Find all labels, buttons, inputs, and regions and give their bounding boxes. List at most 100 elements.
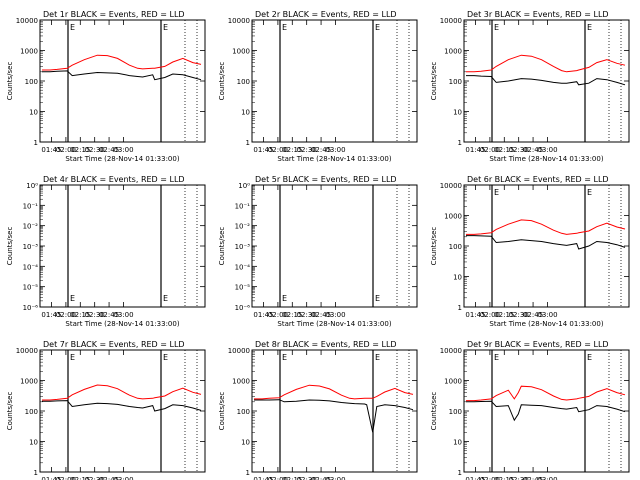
series-black-line	[42, 400, 202, 412]
series-red-line	[466, 219, 626, 235]
series-black-line	[466, 235, 626, 250]
x-tick-label: 03:00	[537, 476, 557, 480]
plot-frame	[463, 184, 630, 308]
series-black-line	[254, 399, 414, 433]
x-tick-label: 02:30	[509, 146, 529, 154]
y-tick-label: 1000	[20, 48, 38, 56]
event-marker-label: E	[282, 294, 287, 303]
series-red-line	[254, 384, 414, 400]
y-tick-label: 100	[449, 78, 462, 86]
y-tick-label: 10⁻⁴	[235, 263, 251, 271]
x-tick-label: 02:45	[523, 146, 543, 154]
y-tick-label: 1	[34, 139, 38, 147]
x-tick-label: 01:45	[253, 311, 273, 319]
event-marker-label: E	[494, 188, 499, 197]
y-tick-label: 10000	[440, 347, 462, 355]
plot-frame	[251, 184, 418, 308]
y-tick-label: 10	[241, 439, 250, 447]
y-tick-label: 100	[449, 243, 462, 251]
y-tick-label: 1	[458, 139, 462, 147]
x-tick-label: 02:15	[282, 476, 302, 480]
y-tick-label: 10	[29, 109, 38, 117]
y-tick-label: 100	[237, 78, 250, 86]
event-marker-label: E	[587, 23, 592, 32]
panel-title: Det 3r BLACK = Events, RED = LLD	[467, 10, 609, 19]
x-axis-label: Start Time (28-Nov-14 01:33:00)	[65, 155, 179, 163]
y-tick-label: 10	[453, 439, 462, 447]
x-tick-label: 01:45	[465, 476, 485, 480]
x-tick-label: 02:15	[494, 146, 514, 154]
x-tick-label: 02:00	[268, 146, 288, 154]
y-tick-label: 10⁻⁵	[23, 284, 39, 292]
panel-det-8r: Det 8r BLACK = Events, RED = LLD 1 10 100 10…	[218, 340, 418, 480]
event-marker-label: E	[163, 294, 168, 303]
event-marker-label: E	[587, 353, 592, 362]
x-tick-label: 02:00	[480, 476, 500, 480]
y-tick-label: 1	[458, 304, 462, 312]
y-axis-label: Counts/sec	[218, 227, 226, 266]
x-tick-label: 01:45	[41, 476, 61, 480]
y-tick-label: 10000	[440, 182, 462, 190]
plot-frame	[39, 19, 206, 143]
series-red-line	[466, 54, 626, 73]
event-marker-label: E	[70, 23, 75, 32]
y-tick-label: 10⁰	[238, 182, 250, 190]
plot-frame	[251, 19, 418, 143]
y-tick-label: 10⁰	[26, 182, 38, 190]
y-tick-label: 10000	[228, 347, 250, 355]
x-tick-label: 02:30	[85, 146, 105, 154]
event-marker-label: E	[70, 294, 75, 303]
event-marker-label: E	[282, 23, 287, 32]
panel-title: Det 5r BLACK = Events, RED = LLD	[255, 175, 397, 184]
event-marker-label: E	[282, 353, 287, 362]
series-black-line	[466, 400, 626, 422]
panel-title: Det 7r BLACK = Events, RED = LLD	[43, 340, 185, 349]
x-tick-label: 02:45	[99, 476, 119, 480]
y-axis-label: Counts/sec	[430, 392, 438, 431]
y-axis-label: Counts/sec	[430, 227, 438, 266]
y-tick-label: 10⁻⁵	[235, 284, 251, 292]
y-tick-label: 10⁻³	[235, 243, 251, 251]
event-marker-label: E	[70, 353, 75, 362]
y-tick-label: 10⁻¹	[235, 202, 251, 210]
y-tick-label: 1	[458, 469, 462, 477]
x-tick-label: 02:15	[70, 476, 90, 480]
y-tick-label: 10	[241, 109, 250, 117]
x-axis-label: Start Time (28-Nov-14 01:33:00)	[277, 155, 391, 163]
x-tick-label: 02:00	[268, 311, 288, 319]
x-tick-label: 02:45	[99, 146, 119, 154]
x-tick-label: 02:15	[70, 311, 90, 319]
y-tick-label: 10	[29, 439, 38, 447]
x-tick-label: 02:15	[494, 311, 514, 319]
panel-title: Det 9r BLACK = Events, RED = LLD	[467, 340, 609, 349]
y-axis-label: Counts/sec	[218, 392, 226, 431]
plot-frame	[251, 349, 418, 473]
x-tick-label: 02:00	[56, 146, 76, 154]
y-tick-label: 100	[237, 408, 250, 416]
y-axis-label: Counts/sec	[218, 62, 226, 101]
panel-det-7r: Det 7r BLACK = Events, RED = LLD 1 10 100 10…	[6, 340, 206, 480]
x-tick-label: 01:45	[41, 311, 61, 319]
event-marker-label: E	[375, 353, 380, 362]
x-tick-label: 03:00	[537, 146, 557, 154]
y-tick-label: 1000	[444, 48, 462, 56]
x-tick-label: 02:00	[268, 476, 288, 480]
x-tick-label: 02:30	[85, 311, 105, 319]
x-tick-label: 03:00	[325, 476, 345, 480]
y-tick-label: 10	[453, 109, 462, 117]
panel-title: Det 6r BLACK = Events, RED = LLD	[467, 175, 609, 184]
panel-det-9r: Det 9r BLACK = Events, RED = LLD 1 10 100 10…	[430, 340, 630, 480]
x-tick-label: 02:15	[282, 146, 302, 154]
event-marker-label: E	[163, 23, 168, 32]
x-axis-label: Start Time (28-Nov-14 01:33:00)	[277, 320, 391, 328]
x-tick-label: 03:00	[325, 311, 345, 319]
panel-title: Det 8r BLACK = Events, RED = LLD	[255, 340, 397, 349]
x-tick-label: 03:00	[325, 146, 345, 154]
plot-frame	[39, 184, 206, 308]
x-tick-label: 03:00	[113, 476, 133, 480]
x-tick-label: 01:45	[253, 476, 273, 480]
event-marker-label: E	[494, 353, 499, 362]
series-red-line	[42, 384, 202, 401]
y-tick-label: 100	[25, 408, 38, 416]
